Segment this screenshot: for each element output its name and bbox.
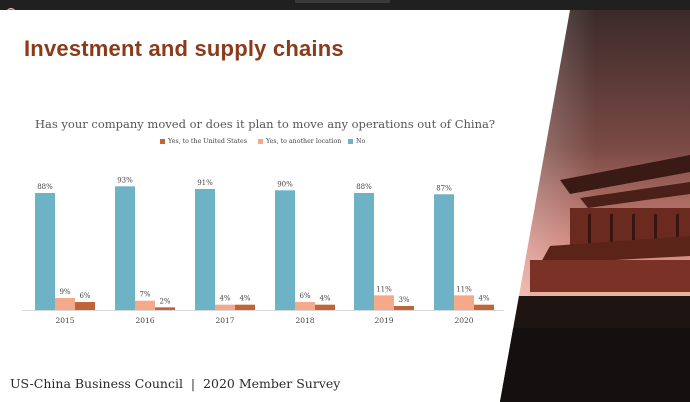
slide-title: Investment and supply chains xyxy=(24,36,344,61)
bar-2017-series-2 xyxy=(195,188,215,310)
data-label-2020-series-0: 4% xyxy=(478,295,489,303)
bar-2019-series-0 xyxy=(394,306,414,310)
x-tick-label-2017: 2017 xyxy=(215,316,234,325)
window-top-bar xyxy=(0,0,690,18)
legend-swatch-no xyxy=(348,139,353,144)
data-label-2017-series-0: 4% xyxy=(239,295,250,303)
data-label-2019-series-2: 88% xyxy=(356,183,372,191)
legend-label-other: Yes, to another location xyxy=(266,138,342,145)
legend-label-us: Yes, to the United States xyxy=(168,138,247,145)
x-tick-label-2020: 2020 xyxy=(454,316,473,325)
bar-2019-series-2 xyxy=(354,192,374,310)
bar-2015-series-2 xyxy=(35,192,55,310)
slide-background-photo xyxy=(500,10,690,402)
x-tick-label-2018: 2018 xyxy=(295,316,314,325)
bar-2016-series-1 xyxy=(135,300,155,310)
bar-2019-series-1 xyxy=(374,295,394,310)
video-thumbnail-strip[interactable] xyxy=(295,0,390,3)
bar-2015-series-0 xyxy=(75,302,95,310)
data-label-2017-series-2: 91% xyxy=(197,179,213,187)
bar-2017-series-1 xyxy=(215,304,235,310)
bar-chart: 88% 9% 6% 2015 93% 7% 2% 2016 91% 4% 4% 2017 90% 6% 4%… xyxy=(22,176,504,325)
bar-2020-series-0 xyxy=(474,304,494,310)
legend-swatch-us xyxy=(160,139,165,144)
bar-2016-series-0 xyxy=(155,307,175,310)
presentation-slide: Investment and supply chains Has your co… xyxy=(0,10,690,402)
data-label-2018-series-0: 4% xyxy=(319,295,330,303)
data-label-2015-series-0: 6% xyxy=(79,292,90,300)
bar-2017-series-0 xyxy=(235,304,255,310)
bar-2020-series-2 xyxy=(434,194,454,310)
x-tick-label-2019: 2019 xyxy=(374,316,393,325)
bar-2018-series-2 xyxy=(275,190,295,310)
x-tick-label-2015: 2015 xyxy=(55,316,74,325)
slide-footer: US-China Business Council | 2020 Member … xyxy=(10,376,341,391)
data-label-2020-series-2: 87% xyxy=(436,184,452,192)
data-label-2016-series-2: 93% xyxy=(117,176,133,184)
data-label-2020-series-1: 11% xyxy=(456,285,472,293)
data-label-2018-series-2: 90% xyxy=(277,180,293,188)
forbidden-city-gate-image xyxy=(500,10,690,402)
bar-2018-series-1 xyxy=(295,302,315,310)
legend-label-no: No xyxy=(356,138,366,145)
data-label-2019-series-0: 3% xyxy=(398,296,409,304)
x-tick-label-2016: 2016 xyxy=(135,316,154,325)
data-label-2019-series-1: 11% xyxy=(376,285,392,293)
bar-2015-series-1 xyxy=(55,298,75,310)
data-label-2015-series-1: 9% xyxy=(59,288,70,296)
bar-2018-series-0 xyxy=(315,304,335,310)
chart-title: Has your company moved or does it plan t… xyxy=(34,117,496,131)
data-label-2017-series-1: 4% xyxy=(219,295,230,303)
bar-2016-series-2 xyxy=(115,186,135,310)
bar-2020-series-1 xyxy=(454,295,474,310)
legend-swatch-other xyxy=(258,139,263,144)
data-label-2016-series-0: 2% xyxy=(159,297,170,305)
data-label-2016-series-1: 7% xyxy=(139,291,150,299)
data-label-2018-series-1: 6% xyxy=(299,292,310,300)
data-label-2015-series-2: 88% xyxy=(37,183,53,191)
